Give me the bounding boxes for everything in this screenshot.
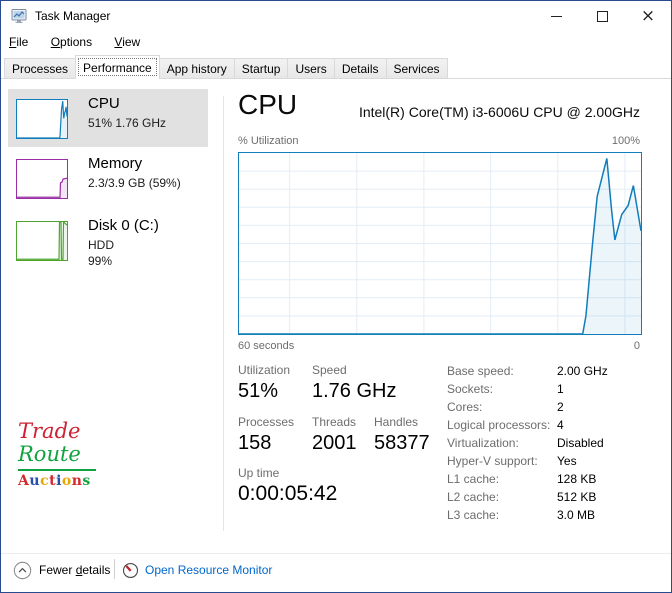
sidebar-divider xyxy=(223,96,224,531)
page-title: CPU xyxy=(238,89,298,120)
l3-cache-value: 3.0 MB xyxy=(557,508,596,522)
tab-processes[interactable]: Processes xyxy=(4,58,77,78)
close-icon: × xyxy=(640,5,656,26)
resource-monitor-icon xyxy=(122,562,139,578)
sockets-value: 1 xyxy=(557,382,564,396)
maximize-button[interactable] xyxy=(579,1,625,31)
speed-value: 1.76 GHz xyxy=(312,380,397,402)
fewer-details-button[interactable]: Fewer details xyxy=(13,559,110,581)
sidebar-disk-type: HDD xyxy=(88,238,114,252)
logical-processors-value: 4 xyxy=(557,418,564,432)
sidebar-disk-title: Disk 0 (C:) xyxy=(88,217,159,234)
minimize-button[interactable] xyxy=(533,1,579,31)
minimize-icon xyxy=(550,15,562,17)
memory-mini-graph xyxy=(16,159,68,199)
tab-startup[interactable]: Startup xyxy=(233,58,289,78)
maximize-icon xyxy=(596,10,608,22)
tab-services[interactable]: Services xyxy=(385,58,448,78)
x-axis-right-label: 0 xyxy=(633,340,640,352)
open-resource-monitor-link[interactable]: Open Resource Monitor xyxy=(122,559,272,581)
virtualization-label: Virtualization: xyxy=(447,436,519,450)
l1-cache-label: L1 cache: xyxy=(447,472,500,486)
logo-route-text: Route xyxy=(18,442,81,466)
cpu-utilization-graph xyxy=(239,153,641,334)
threads-value: 2001 xyxy=(312,432,357,454)
utilization-value: 51% xyxy=(238,380,279,402)
tab-users[interactable]: Users xyxy=(287,58,335,78)
l2-cache-label: L2 cache: xyxy=(447,490,500,504)
l2-cache-value: 512 KB xyxy=(557,490,597,504)
sidebar-item-cpu[interactable]: CPU 51% 1.76 GHz xyxy=(8,89,208,147)
logo-trade-text: Trade xyxy=(18,419,81,443)
title-bar: Task Manager × xyxy=(1,1,671,31)
sidebar-cpu-subtitle: 51% 1.76 GHz xyxy=(88,116,167,130)
menu-file[interactable]: File xyxy=(9,35,29,49)
l1-cache-value: 128 KB xyxy=(557,472,597,486)
virtualization-value: Disabled xyxy=(557,436,604,450)
handles-label: Handles xyxy=(374,415,419,429)
base-speed-label: Base speed: xyxy=(447,364,514,378)
logical-processors-label: Logical processors: xyxy=(447,418,551,432)
tab-strip: Processes Performance App history Startu… xyxy=(1,54,671,79)
cpu-model-name: Intel(R) Core(TM) i3-6006U CPU @ 2.00GHz xyxy=(358,104,640,120)
close-button[interactable]: × xyxy=(625,1,671,31)
window-title: Task Manager xyxy=(35,9,111,23)
open-resource-monitor-label: Open Resource Monitor xyxy=(145,563,273,577)
window-controls: × xyxy=(533,1,671,31)
sidebar-cpu-title: CPU xyxy=(88,95,120,112)
cpu-mini-graph xyxy=(16,99,68,139)
threads-label: Threads xyxy=(312,415,357,429)
l3-cache-label: L3 cache: xyxy=(447,508,500,522)
menu-view[interactable]: View xyxy=(114,35,141,49)
sidebar-memory-subtitle: 2.3/3.9 GB (59%) xyxy=(88,176,181,190)
x-axis-left-label: 60 seconds xyxy=(238,340,295,352)
menu-options[interactable]: Options xyxy=(50,35,93,49)
cores-label: Cores: xyxy=(447,400,483,414)
menu-bar: File Options View xyxy=(1,31,671,54)
y-axis-label: % Utilization xyxy=(238,135,299,147)
sockets-label: Sockets: xyxy=(447,382,494,396)
tab-app-history[interactable]: App history xyxy=(158,58,235,78)
logo-underline xyxy=(18,469,96,471)
footer-separator xyxy=(114,559,115,579)
cpu-utilization-chart[interactable] xyxy=(238,152,642,335)
disk-mini-graph xyxy=(16,221,68,261)
processes-label: Processes xyxy=(238,415,295,429)
hyper-v-value: Yes xyxy=(557,454,577,468)
footer-divider xyxy=(1,553,671,554)
base-speed-value: 2.00 GHz xyxy=(557,364,608,378)
cores-value: 2 xyxy=(557,400,564,414)
fewer-details-label: Fewer details xyxy=(39,563,111,577)
sidebar-disk-percent: 99% xyxy=(88,254,113,268)
tab-performance[interactable]: Performance xyxy=(75,55,160,79)
processes-value: 158 xyxy=(238,432,272,454)
utilization-label: Utilization xyxy=(238,363,291,377)
hyper-v-label: Hyper-V support: xyxy=(447,454,538,468)
task-manager-icon xyxy=(11,9,27,23)
chevron-up-circle-icon xyxy=(13,561,32,579)
uptime-label: Up time xyxy=(238,466,280,480)
sidebar-memory-title: Memory xyxy=(88,155,143,172)
handles-value: 58377 xyxy=(374,432,430,454)
trade-route-auctions-logo: Trade Route Auctions xyxy=(18,420,108,489)
y-axis-max-label: 100% xyxy=(611,135,640,147)
logo-auctions-text: Auctions xyxy=(18,473,91,489)
sidebar-item-memory[interactable]: Memory 2.3/3.9 GB (59%) xyxy=(8,149,208,207)
uptime-value: 0:00:05:42 xyxy=(238,482,338,505)
sidebar-item-disk-0[interactable]: Disk 0 (C:) HDD 99% xyxy=(8,211,208,283)
tab-details[interactable]: Details xyxy=(333,58,387,78)
speed-label: Speed xyxy=(312,363,347,377)
